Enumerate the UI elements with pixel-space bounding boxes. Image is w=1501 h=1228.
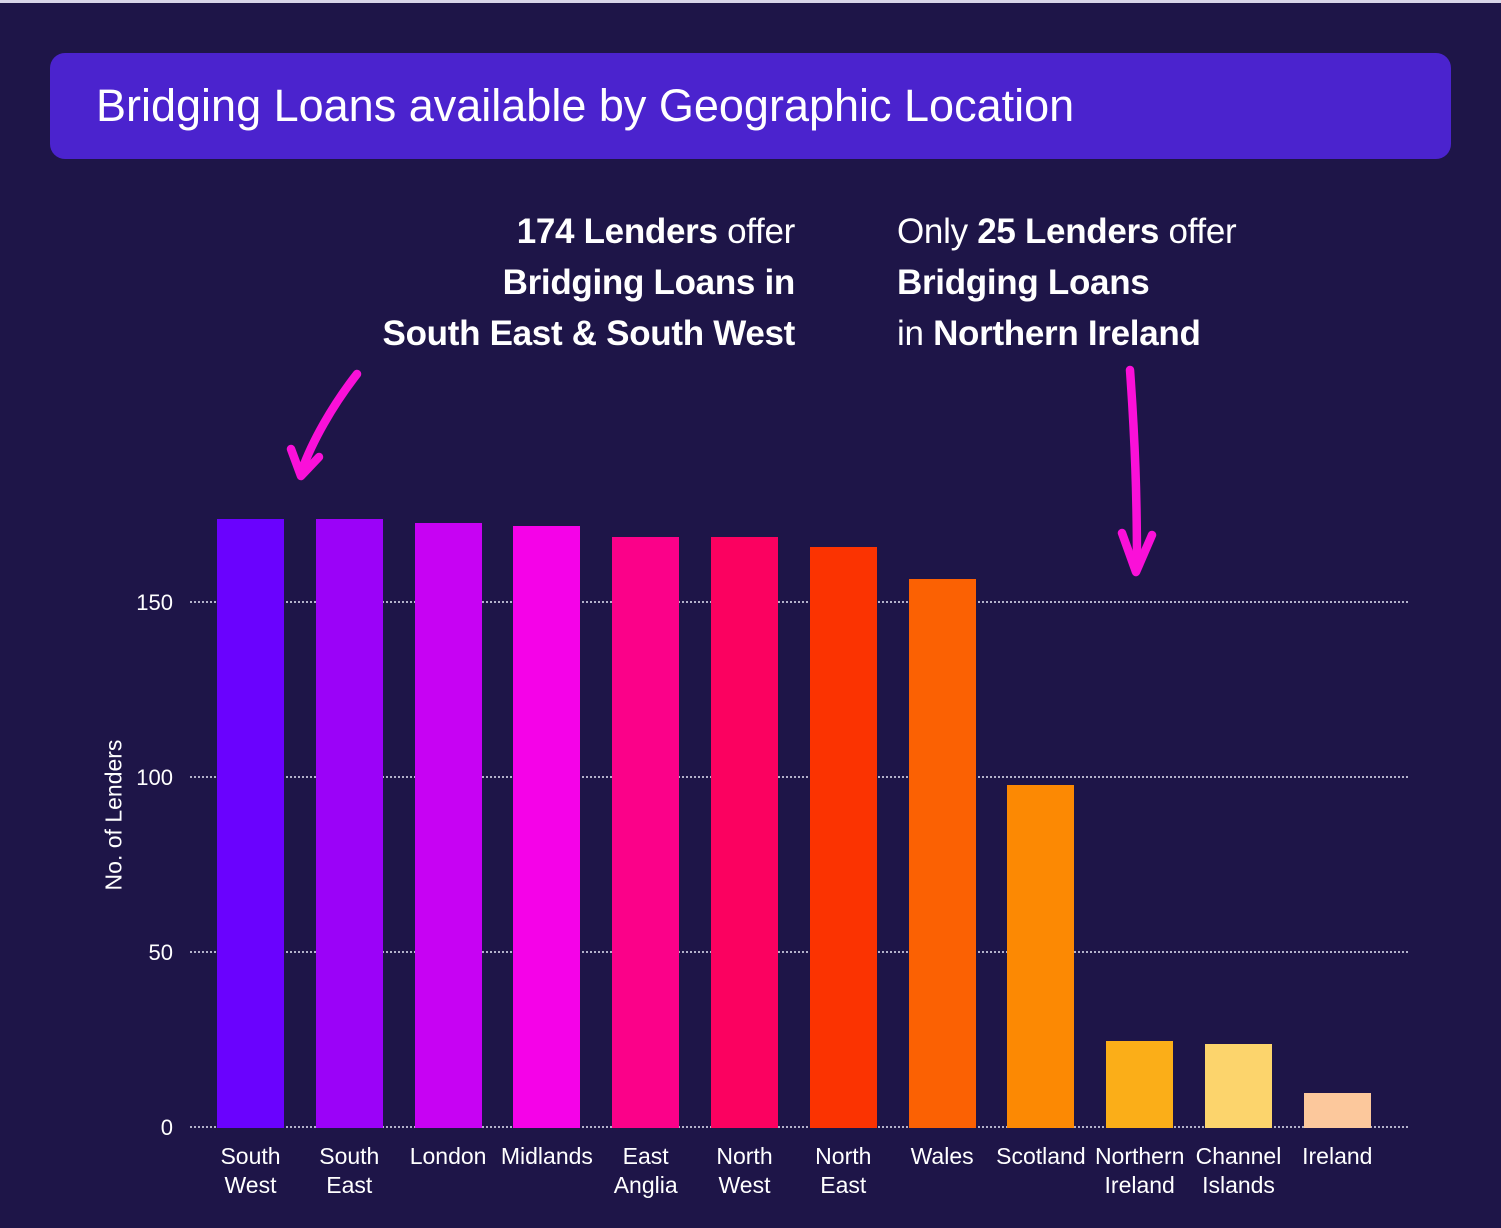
bar-scotland [1007, 785, 1075, 1128]
x-tick-label-midlands: Midlands [500, 1143, 593, 1169]
annotation-line: Bridging Loans in [502, 263, 796, 302]
annotation-line: Bridging Loans [897, 263, 1150, 302]
y-tick-label-150: 150 [136, 590, 173, 615]
annotation-line: in Northern Ireland [897, 314, 1201, 353]
x-tick-label-ireland: Ireland [1302, 1143, 1373, 1169]
x-tick-label-london: London [409, 1143, 487, 1169]
bar-northern-ireland [1106, 1040, 1174, 1128]
bar-east-anglia [612, 536, 680, 1128]
x-tick-label-south-west: South West [220, 1143, 281, 1198]
bar-london [414, 522, 482, 1128]
bar-north-west [711, 536, 778, 1128]
x-tick-label-scotland: Scotland [996, 1143, 1086, 1169]
annotation-line: Only 25 Lenders offer [897, 212, 1237, 251]
x-tick-label-northern-ireland: Northern Ireland [1094, 1143, 1185, 1198]
y-axis-title: No. of Lenders [100, 739, 127, 891]
gridline-100 [190, 776, 1408, 778]
bar-south-east [315, 519, 383, 1128]
plot-area: 0 50 100 150 South West South East London Midla… [136, 488, 1408, 1198]
x-tick-label-wales: Wales [910, 1143, 974, 1169]
annotation-line: 174 Lenders offer [516, 212, 796, 251]
curved-arrow-left-icon [286, 369, 362, 481]
bar-south-west [217, 519, 284, 1128]
x-tick-label-east-anglia: East Anglia [613, 1143, 678, 1198]
bar-wales [908, 578, 976, 1128]
annotation-line: South East & South West [382, 314, 796, 353]
bar-north-east [809, 547, 877, 1128]
y-tick-label-100: 100 [136, 765, 173, 790]
annotation-south-east-west: 174 Lenders offer Bridging Loans in Sout… [260, 206, 796, 359]
bar-midlands [513, 526, 581, 1128]
x-tick-label-south-east: South East [319, 1143, 380, 1198]
x-tick-label-north-east: North East [815, 1143, 872, 1198]
title-banner: Bridging Loans available by Geographic L… [50, 53, 1451, 159]
bar-ireland [1303, 1093, 1371, 1128]
page-title: Bridging Loans available by Geographic L… [96, 80, 1075, 131]
y-tick-label-0: 0 [160, 1115, 173, 1140]
x-tick-label-north-west: North West [716, 1143, 773, 1198]
top-edge-strip [0, 0, 1501, 3]
x-tick-label-channel-islands: Channel Islands [1195, 1143, 1282, 1198]
gridline-50 [190, 951, 1408, 953]
y-tick-label-50: 50 [148, 940, 173, 965]
bar-channel-islands [1205, 1044, 1272, 1128]
gridline-150 [190, 601, 1408, 603]
gridline-0 [190, 1126, 1408, 1128]
annotation-northern-ireland: Only 25 Lenders offer Bridging Loans in … [897, 206, 1357, 359]
